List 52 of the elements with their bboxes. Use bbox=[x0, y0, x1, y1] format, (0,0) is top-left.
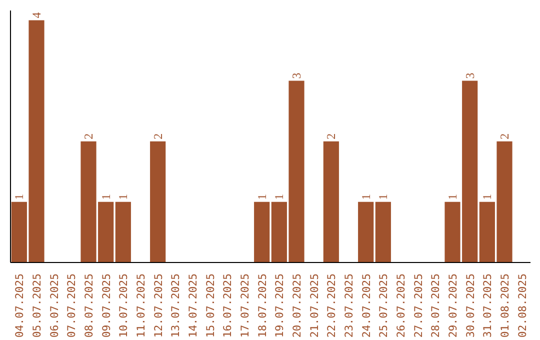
x-tick-label: 29.07.2025 bbox=[446, 274, 460, 338]
x-tick-label: 30.07.2025 bbox=[464, 274, 477, 338]
data-label: 4 bbox=[30, 12, 44, 18]
x-tick-label: 19.07.2025 bbox=[273, 274, 286, 338]
bar bbox=[150, 141, 166, 262]
data-label: 2 bbox=[82, 133, 96, 140]
bar bbox=[323, 141, 339, 262]
x-tick-label: 15.07.2025 bbox=[204, 274, 217, 338]
bar bbox=[358, 202, 374, 262]
bar bbox=[254, 202, 270, 262]
data-label: 1 bbox=[98, 194, 113, 200]
x-tick-label: 12.07.2025 bbox=[152, 274, 165, 338]
x-tick-label: 08.07.2025 bbox=[82, 274, 96, 338]
x-tick-label: 25.07.2025 bbox=[377, 274, 390, 338]
data-label: 3 bbox=[462, 72, 477, 79]
x-tick-label: 10.07.2025 bbox=[117, 274, 130, 338]
data-label: 1 bbox=[116, 194, 130, 200]
x-tick-label: 23.07.2025 bbox=[342, 274, 356, 338]
x-tick-label: 09.07.2025 bbox=[100, 274, 113, 338]
data-label: 1 bbox=[480, 194, 494, 200]
data-label: 2 bbox=[498, 133, 512, 140]
x-tick-label: 28.07.2025 bbox=[429, 274, 442, 338]
x-tick-label: 04.07.2025 bbox=[13, 274, 26, 338]
bar bbox=[115, 202, 131, 262]
data-label: 1 bbox=[254, 194, 269, 200]
x-tick-label: 26.07.2025 bbox=[394, 274, 408, 338]
bar bbox=[375, 202, 391, 262]
x-tick-label: 27.07.2025 bbox=[412, 274, 425, 338]
x-tick-label: 31.07.2025 bbox=[481, 274, 494, 338]
x-tick-label: 18.07.2025 bbox=[256, 274, 269, 338]
data-label: 1 bbox=[376, 194, 390, 200]
x-tick-label: 01.08.2025 bbox=[498, 274, 512, 338]
x-tick-label: 17.07.2025 bbox=[238, 274, 252, 338]
x-tick-label: 14.07.2025 bbox=[186, 274, 200, 338]
x-tick-label: 24.07.2025 bbox=[360, 274, 373, 338]
x-tick-label: 20.07.2025 bbox=[290, 274, 304, 338]
x-tick-label: 16.07.2025 bbox=[221, 274, 234, 338]
x-tick-label: 06.07.2025 bbox=[48, 274, 61, 338]
data-label: 3 bbox=[290, 72, 304, 79]
data-label: 1 bbox=[12, 194, 26, 200]
data-label: 1 bbox=[272, 194, 286, 200]
data-label: 2 bbox=[150, 133, 165, 140]
data-label: 1 bbox=[358, 194, 373, 200]
data-label: 2 bbox=[324, 133, 338, 140]
x-tick-label: 05.07.2025 bbox=[30, 274, 44, 338]
x-tick-label: 11.07.2025 bbox=[134, 274, 148, 338]
x-tick-label: 07.07.2025 bbox=[65, 274, 78, 338]
x-tick-label: 13.07.2025 bbox=[169, 274, 182, 338]
x-tick-label: 22.07.2025 bbox=[325, 274, 338, 338]
x-tick-label: 02.08.2025 bbox=[516, 274, 529, 338]
x-tick-label: 21.07.2025 bbox=[308, 274, 321, 338]
data-label: 1 bbox=[446, 194, 460, 200]
